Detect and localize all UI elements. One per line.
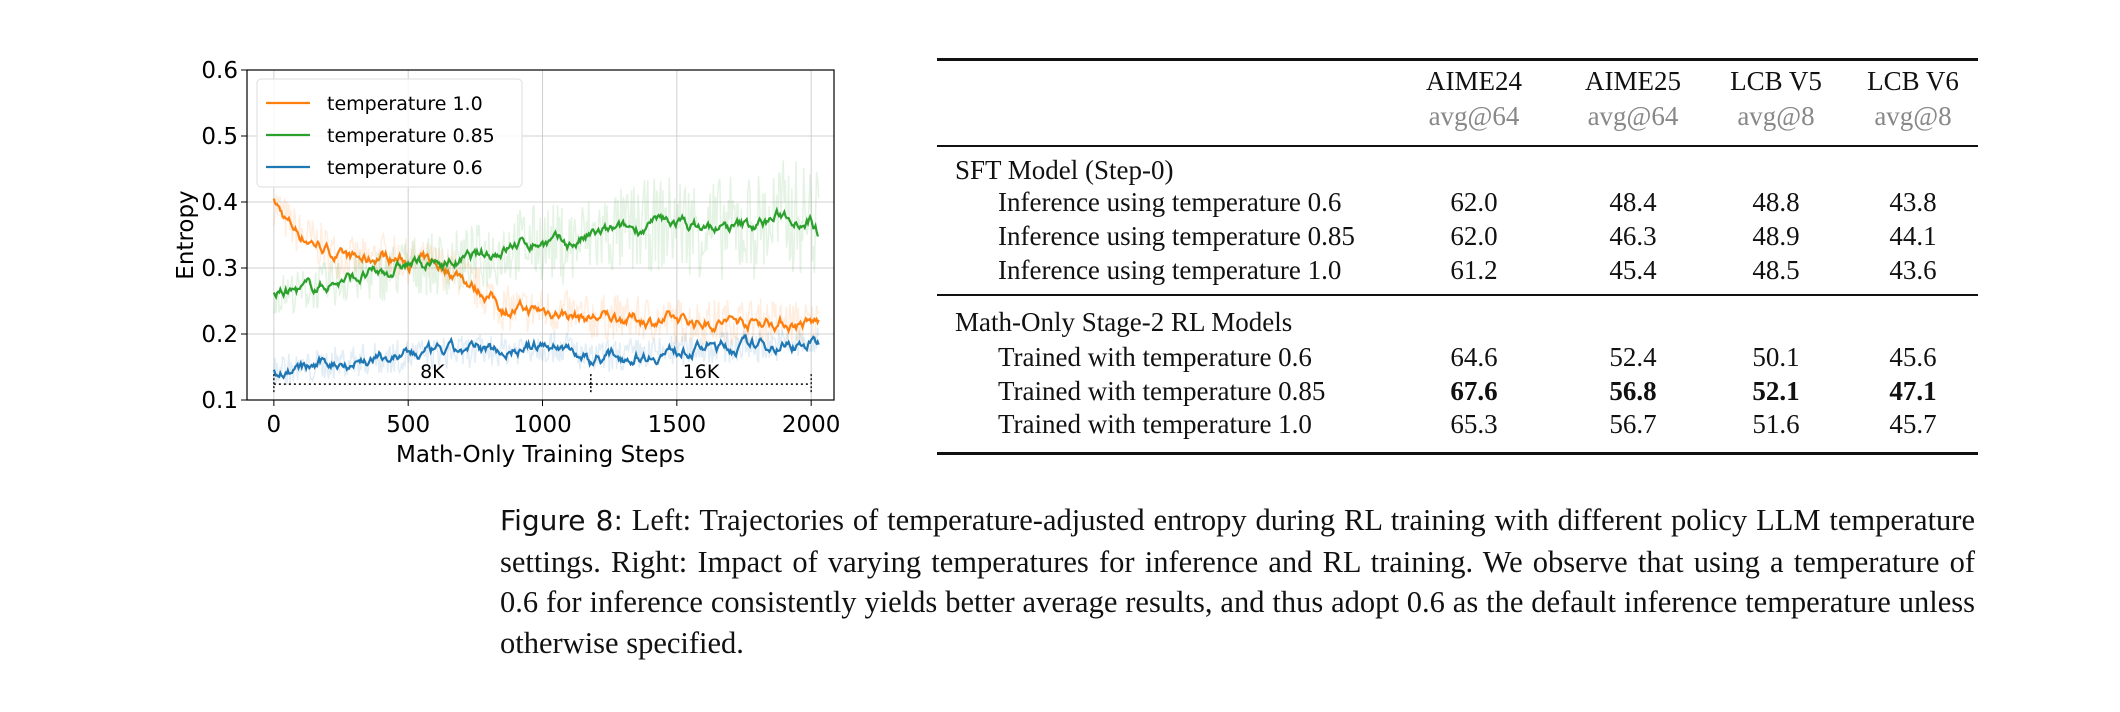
- table-cell: 61.2: [1450, 255, 1498, 285]
- table-cell: 48.8: [1752, 187, 1800, 217]
- row-label: Trained with temperature 0.6: [998, 342, 1312, 372]
- y-axis-label: Entropy: [173, 190, 199, 279]
- column-header: LCB V6: [1867, 66, 1959, 96]
- table-cell: 43.6: [1889, 255, 1937, 285]
- annotation-label: 8K: [420, 361, 445, 383]
- table-cell: 50.1: [1752, 342, 1800, 372]
- table-cell: 45.6: [1889, 342, 1937, 372]
- table-cell: 43.8: [1889, 187, 1937, 217]
- column-metric: avg@8: [1737, 101, 1815, 131]
- legend-label: temperature 1.0: [327, 93, 483, 115]
- entropy-chart: 0 500 1000 1500 2000 0.1 0.2 0.3 0.4 0.5 0.6 8K 16K M…: [173, 58, 841, 468]
- bottom-rule: [937, 452, 1978, 455]
- y-tick-label: 0.1: [201, 388, 238, 414]
- table-cell: 52.1: [1752, 376, 1800, 406]
- row-label: Trained with temperature 1.0: [998, 409, 1312, 439]
- legend-box: [256, 78, 523, 188]
- table-cell: 56.7: [1609, 409, 1657, 439]
- group-title: Math-Only Stage-2 RL Models: [955, 307, 1293, 337]
- figure-caption: Figure 8: Left: Trajectories of temperat…: [500, 500, 1975, 663]
- row-label: Trained with temperature 0.85: [998, 376, 1326, 406]
- x-tick-label: 1500: [648, 412, 707, 438]
- annotation-label: 16K: [683, 361, 720, 383]
- group-title: SFT Model (Step-0): [955, 155, 1174, 185]
- series-smoothed-line: [272, 334, 820, 380]
- row-label: Inference using temperature 0.85: [998, 221, 1355, 251]
- axes-frame: [246, 69, 835, 401]
- header-rule: [937, 145, 1978, 147]
- table-cell: 45.7: [1889, 409, 1937, 439]
- series-raw-line: [273, 327, 820, 386]
- table-cell: 65.3: [1450, 409, 1498, 439]
- table-cell: 62.0: [1450, 221, 1498, 251]
- row-label: Inference using temperature 0.6: [998, 187, 1342, 217]
- table-cell: 51.6: [1752, 409, 1800, 439]
- series-smoothed-line: [272, 198, 820, 335]
- table-cell: 48.4: [1609, 187, 1657, 217]
- series-raw-line: [273, 194, 820, 346]
- row-label: Inference using temperature 1.0: [998, 255, 1342, 285]
- table-cell: 44.1: [1889, 221, 1937, 251]
- table-cell: 48.9: [1752, 221, 1800, 251]
- column-header: LCB V5: [1730, 66, 1822, 96]
- column-metric: avg@64: [1428, 101, 1520, 131]
- top-rule: [937, 58, 1978, 61]
- table-cell: 46.3: [1609, 221, 1657, 251]
- table-cell: 67.6: [1450, 376, 1498, 406]
- legend-label: temperature 0.85: [327, 125, 495, 147]
- x-axis-label: Math-Only Training Steps: [396, 442, 685, 468]
- table-cell: 56.8: [1609, 376, 1657, 406]
- column-metric: avg@8: [1874, 101, 1952, 131]
- y-tick-label: 0.4: [201, 190, 238, 216]
- y-tick-label: 0.6: [201, 58, 238, 84]
- x-tick-label: 0: [267, 412, 282, 438]
- table-cell: 62.0: [1450, 187, 1498, 217]
- x-tick-label: 500: [386, 412, 430, 438]
- caption-text: Left: Trajectories of temperature-adjust…: [500, 503, 1976, 660]
- y-tick-label: 0.5: [201, 124, 238, 150]
- table-cell: 47.1: [1889, 376, 1937, 406]
- table-cell: 45.4: [1609, 255, 1657, 285]
- caption-label: Figure 8:: [500, 504, 623, 537]
- table-cell: 48.5: [1752, 255, 1800, 285]
- group-rule: [937, 294, 1978, 296]
- y-tick-label: 0.3: [201, 256, 238, 282]
- table-cell: 64.6: [1450, 342, 1498, 372]
- x-tick-label: 2000: [782, 412, 841, 438]
- column-header: AIME25: [1585, 66, 1681, 96]
- series-smoothed-line: [272, 206, 819, 301]
- column-header: AIME24: [1426, 66, 1522, 96]
- legend-label: temperature 0.6: [327, 157, 483, 179]
- column-metric: avg@64: [1587, 101, 1679, 131]
- x-tick-label: 1000: [513, 412, 572, 438]
- y-tick-label: 0.2: [201, 322, 238, 348]
- table-cell: 52.4: [1609, 342, 1657, 372]
